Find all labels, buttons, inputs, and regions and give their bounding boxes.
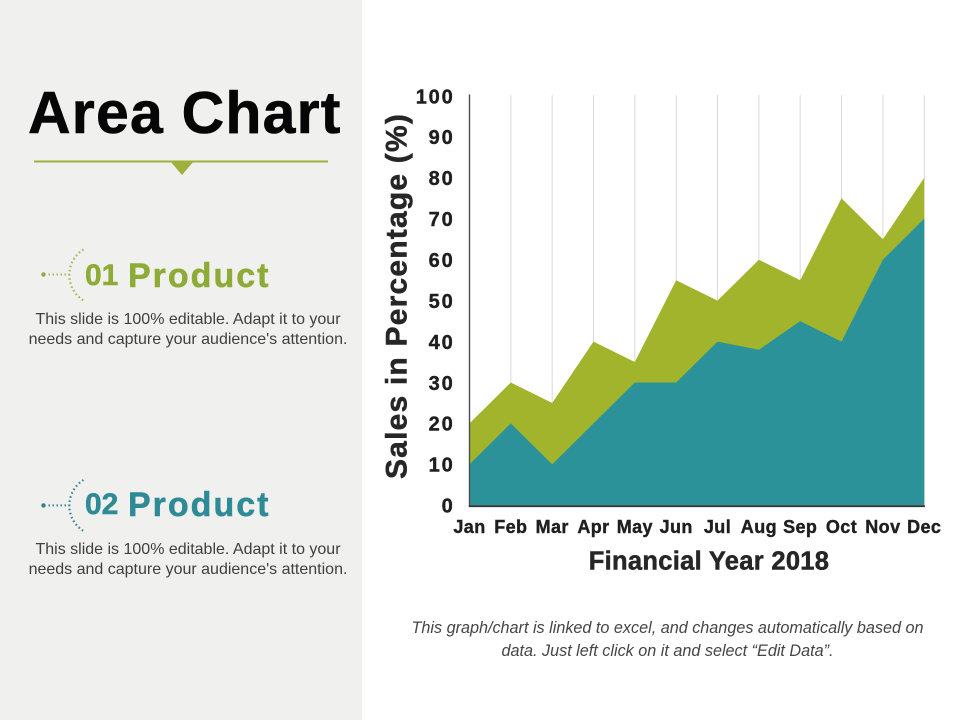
svg-text:Financial Year 2018: Financial Year 2018 <box>589 548 830 576</box>
svg-text:30: 30 <box>429 373 455 395</box>
svg-text:Nov: Nov <box>865 517 900 537</box>
svg-text:20: 20 <box>429 414 455 436</box>
svg-text:Oct: Oct <box>826 517 857 537</box>
svg-text:Jul: Jul <box>704 517 731 537</box>
svg-text:Aug: Aug <box>741 517 777 537</box>
svg-text:Sep: Sep <box>783 517 817 537</box>
svg-text:90: 90 <box>429 127 455 149</box>
svg-text:Jun: Jun <box>660 517 693 537</box>
svg-text:80: 80 <box>429 168 455 190</box>
svg-text:Jan: Jan <box>453 517 485 537</box>
svg-text:70: 70 <box>429 209 455 231</box>
svg-text:May: May <box>617 517 653 537</box>
svg-text:0: 0 <box>442 496 455 518</box>
svg-text:50: 50 <box>429 291 455 313</box>
svg-text:60: 60 <box>429 250 455 272</box>
svg-text:40: 40 <box>429 332 455 354</box>
svg-text:100: 100 <box>416 86 455 108</box>
svg-text:Mar: Mar <box>536 517 569 537</box>
svg-text:Apr: Apr <box>577 517 609 537</box>
svg-text:Sales in Percentage (%): Sales in Percentage (%) <box>381 113 414 479</box>
svg-text:10: 10 <box>429 455 455 477</box>
svg-text:Dec: Dec <box>907 517 941 537</box>
svg-text:Feb: Feb <box>494 517 527 537</box>
